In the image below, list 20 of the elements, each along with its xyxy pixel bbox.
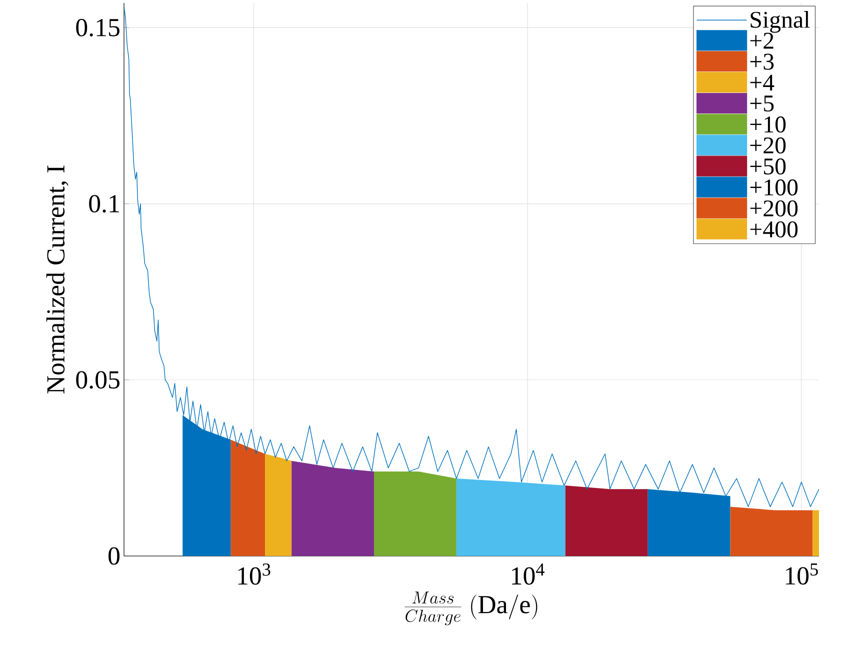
legend-label: +400 (750, 221, 798, 238)
x-tick-label: 10$^{5}$ (786, 564, 818, 585)
legend-label: +4 (750, 74, 774, 90)
legend-label: +3 (750, 54, 774, 70)
y-tick-label: 0 (108, 547, 120, 565)
x-tick-label: 10$^{3}$ (238, 564, 270, 585)
legend-label: +100 (750, 179, 798, 196)
legend-label: +2 (750, 32, 774, 49)
y-axis-title: Normalized Current, I (46, 166, 68, 394)
y-tick-label: 0.15 (76, 18, 120, 36)
legend-label: +20 (750, 137, 786, 154)
legend-label: +200 (750, 200, 798, 217)
x-axis-title: $\frac{Mass}{Charge}\ \mathrm{(Da/e)}$ (404, 592, 538, 626)
x-tick-label: 10$^{4}$ (512, 564, 544, 585)
legend-label: +5 (750, 96, 774, 112)
y-tick-label: 0.1 (89, 194, 119, 213)
legend-label: Signal (750, 11, 810, 33)
legend-label: +50 (750, 158, 786, 175)
y-tick-label: 0.05 (76, 371, 120, 389)
legend-label: +10 (750, 116, 786, 133)
